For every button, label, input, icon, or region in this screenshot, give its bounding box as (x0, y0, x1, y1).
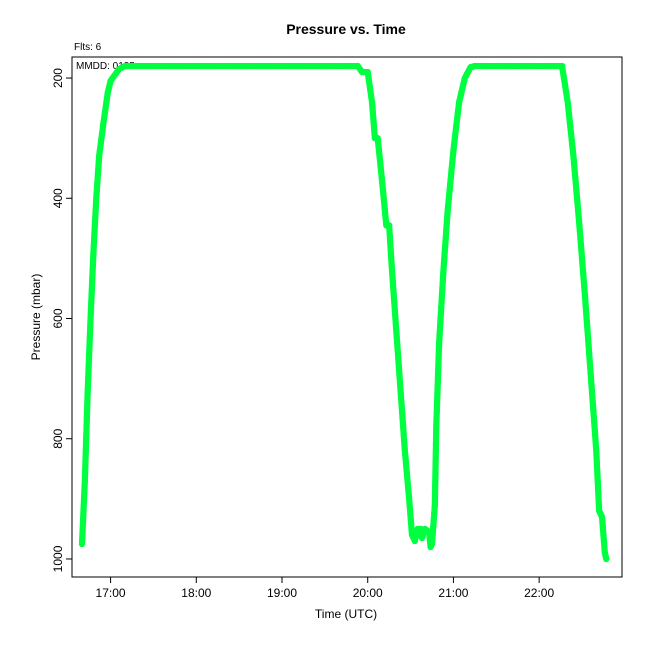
plot-frame (71, 56, 623, 578)
x-axis-title: Time (UTC) (315, 607, 377, 621)
date-annotation: MMDD: 0125 (76, 61, 135, 72)
x-axis: 17:00 18:00 19:00 20:00 21:00 22:00 (96, 577, 554, 600)
x-tick-label: 21:00 (438, 586, 468, 600)
x-tick-label: 20:00 (353, 586, 383, 600)
x-tick-label: 19:00 (267, 586, 297, 600)
y-tick-label: 800 (51, 428, 65, 448)
y-axis: 200 400 600 800 1000 (51, 68, 72, 572)
y-tick-label: 600 (51, 308, 65, 328)
x-tick-label: 22:00 (524, 586, 554, 600)
y-tick-label: 400 (51, 188, 65, 208)
y-tick-label: 1000 (51, 545, 65, 572)
data-points (78, 62, 610, 563)
flights-annotation: Flts: 6 (74, 42, 102, 53)
chart-title: Pressure vs. Time (286, 21, 406, 37)
y-axis-title: Pressure (mbar) (29, 274, 43, 361)
x-tick-label: 17:00 (96, 586, 126, 600)
data-point (603, 555, 610, 563)
x-tick-label: 18:00 (181, 586, 211, 600)
y-tick-label: 200 (51, 68, 65, 88)
